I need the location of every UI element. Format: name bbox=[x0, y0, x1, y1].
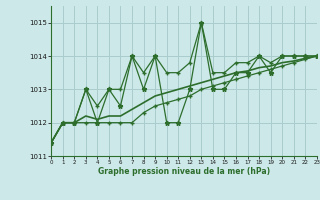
X-axis label: Graphe pression niveau de la mer (hPa): Graphe pression niveau de la mer (hPa) bbox=[98, 167, 270, 176]
